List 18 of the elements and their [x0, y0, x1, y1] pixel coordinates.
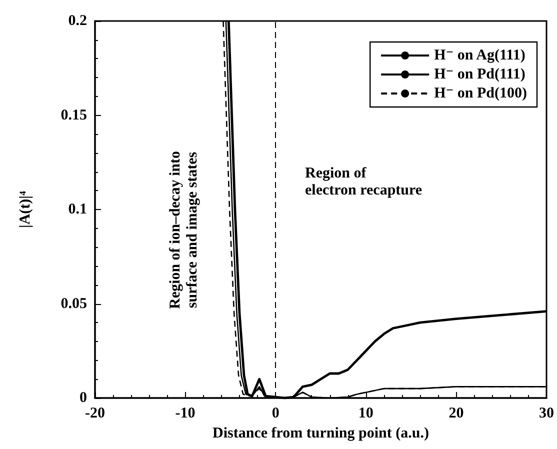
annotation: Region of ion–decay into surface and image states [168, 151, 200, 309]
x-tick-label: -10 [175, 406, 196, 422]
y-tick-label: 0.1 [68, 202, 87, 218]
legend-label: H⁻ on Pd(111) [434, 66, 526, 82]
y-tick-label: 0.15 [60, 107, 87, 124]
x-tick-label: -20 [85, 406, 105, 422]
x-tick-label: 20 [448, 406, 464, 422]
y-tick-label: 0.05 [60, 296, 87, 312]
x-axis-title: Distance from turning point (a.u.) [212, 425, 429, 442]
x-tick-label: 10 [358, 406, 374, 422]
x-tick-label: 30 [539, 406, 554, 422]
x-tick-label: 0 [272, 406, 280, 422]
legend-label: H⁻ on Pd(100) [434, 86, 528, 102]
y-axis-title: |A(t)|⁴ [18, 190, 34, 228]
y-tick-label: 0.2 [68, 13, 87, 29]
legend-label: H⁻ on Ag(111) [434, 48, 526, 64]
y-tick-label: 0 [80, 390, 87, 406]
annotation: Region of electron recapture [305, 166, 422, 198]
